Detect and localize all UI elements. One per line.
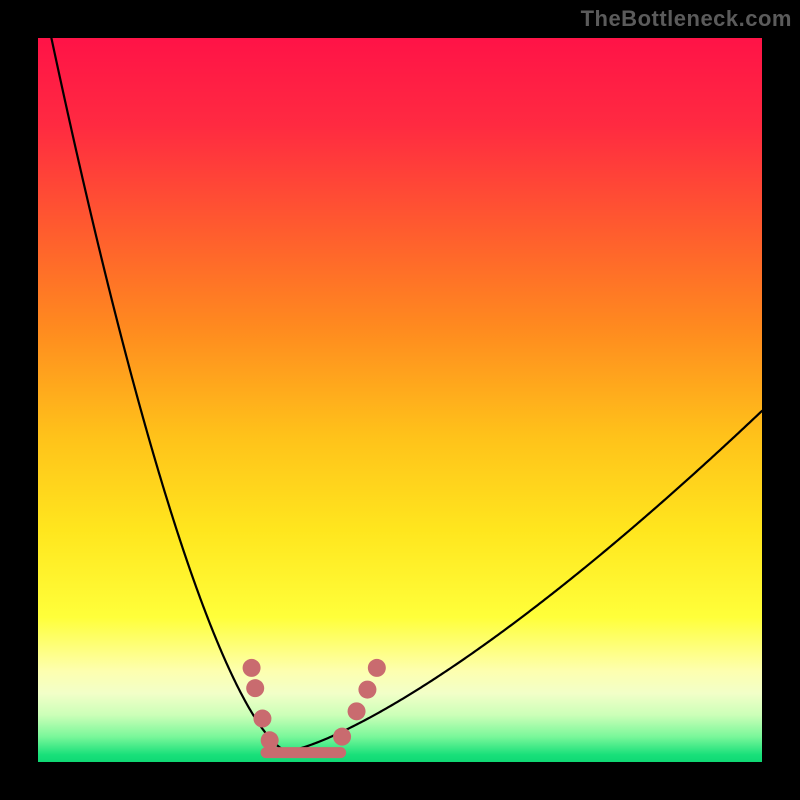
watermark-label: TheBottleneck.com: [581, 6, 792, 32]
bottleneck-chart: [0, 0, 800, 800]
